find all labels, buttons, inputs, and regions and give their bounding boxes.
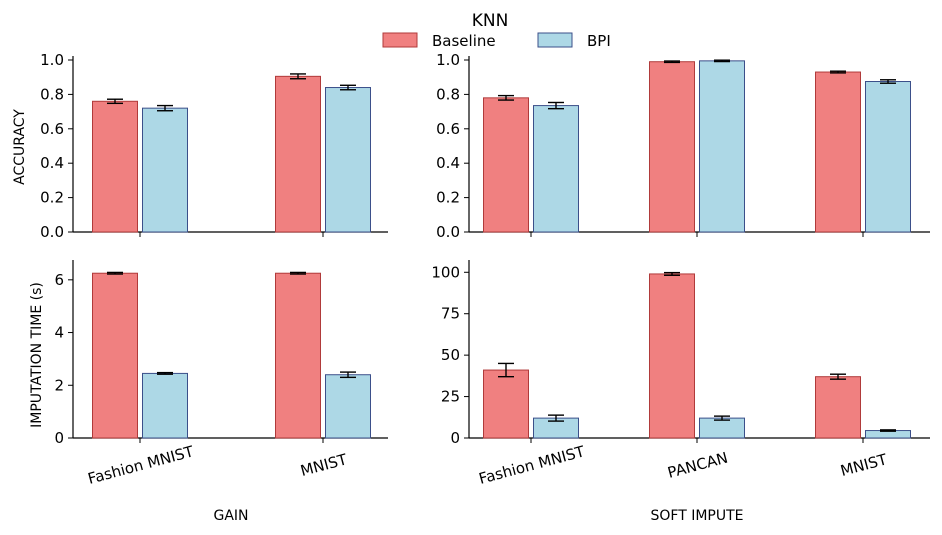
bar-baseline-fashion-mnist [92, 100, 138, 233]
bar-baseline-fashion-mnist [483, 97, 529, 233]
bar-bpi-mnist [325, 87, 371, 233]
y-tick-label: 0.6 [436, 120, 460, 138]
error-bar-baseline-mnist [830, 70, 846, 74]
bar-bpi-fashion-mnist [142, 107, 188, 233]
bar-baseline-fashion-mnist [483, 369, 529, 439]
y-tick-label: 4 [54, 324, 64, 342]
y-axis-label-imputation-time: IMPUTATION TIME (s) [29, 282, 45, 428]
panel-bottom-right: 0 25 50 75 100 Fashion MNIST PANCAN MNIST [431, 260, 930, 488]
error-bar-bpi-fashion-mnist [157, 371, 173, 375]
error-bar-bpi-pancan [714, 59, 730, 63]
bar-bpi-pancan [699, 60, 745, 233]
legend-swatch-bpi [537, 32, 573, 48]
y-tick-label: 25 [441, 388, 460, 406]
legend-label-bpi: BPI [587, 32, 611, 50]
chart-panels: 0.0 0.2 0.4 0.6 0.8 1.0 0.0 0.2 0.4 0.6 0.8 1.0 0 2 4 6… [40, 51, 930, 488]
bar-baseline-mnist [815, 376, 861, 439]
x-tick-label-mnist: MNIST [839, 450, 890, 480]
bar-baseline-pancan [649, 61, 695, 233]
error-bar-bpi-fashion-mnist [548, 101, 564, 110]
error-bar-baseline-mnist [290, 271, 306, 275]
error-bar-baseline-pancan [664, 60, 680, 64]
error-bar-baseline-mnist [290, 73, 306, 80]
bar-bpi-fashion-mnist [533, 105, 579, 233]
panel-top-left: 0.0 0.2 0.4 0.6 0.8 1.0 [40, 51, 388, 241]
error-bar-baseline-mnist [830, 373, 846, 380]
y-tick-label: 6 [54, 271, 64, 289]
bar-baseline-fashion-mnist [92, 272, 138, 439]
x-axis-label-soft-impute: SOFT IMPUTE [650, 508, 743, 524]
bar-bpi-fashion-mnist [142, 372, 188, 439]
legend-swatch-baseline [382, 32, 418, 48]
error-bar-bpi-fashion-mnist [548, 414, 564, 422]
y-tick-label: 0.8 [436, 85, 460, 103]
error-bar-bpi-mnist [880, 429, 896, 432]
chart-title: KNN [472, 11, 509, 31]
y-tick-label: 0.6 [40, 120, 64, 138]
y-tick-label: 100 [431, 263, 460, 281]
x-tick-label-mnist: MNIST [299, 450, 350, 480]
error-bar-bpi-pancan [714, 415, 730, 421]
y-tick-label: 50 [441, 346, 460, 364]
bar-baseline-mnist [275, 272, 321, 439]
bar-baseline-pancan [649, 273, 695, 439]
error-bar-bpi-mnist [880, 79, 896, 84]
y-tick-label: 0 [54, 429, 64, 447]
y-tick-label: 1.0 [40, 51, 64, 69]
error-bar-baseline-pancan [664, 271, 680, 276]
y-tick-label: 0.8 [40, 85, 64, 103]
y-tick-label: 75 [441, 305, 460, 323]
bar-bpi-pancan [699, 417, 745, 439]
y-tick-label: 0.0 [436, 223, 460, 241]
error-bar-bpi-fashion-mnist [157, 104, 173, 112]
panel-bottom-left: 0 2 4 6 Fashion MNIST MNIST [54, 260, 388, 488]
legend-label-baseline: Baseline [432, 32, 496, 50]
x-tick-label-pancan: PANCAN [666, 449, 730, 482]
y-axis-label-accuracy: ACCURACY [12, 109, 28, 185]
y-tick-label: 0.4 [436, 154, 460, 172]
error-bar-bpi-mnist [340, 371, 356, 379]
x-tick-label-fashion-mnist: Fashion MNIST [86, 442, 196, 488]
y-tick-label: 0.0 [40, 223, 64, 241]
legend: Baseline BPI [382, 32, 611, 50]
panel-top-right: 0.0 0.2 0.4 0.6 0.8 1.0 [436, 51, 930, 241]
bar-baseline-mnist [275, 75, 321, 233]
error-bar-baseline-fashion-mnist [498, 362, 514, 378]
y-tick-label: 1.0 [436, 51, 460, 69]
error-bar-bpi-mnist [340, 84, 356, 91]
x-axis-label-gain: GAIN [213, 508, 248, 524]
y-tick-label: 0.2 [436, 189, 460, 207]
error-bar-baseline-fashion-mnist [498, 94, 514, 101]
x-tick-label-fashion-mnist: Fashion MNIST [477, 442, 587, 488]
y-tick-label: 0.4 [40, 154, 64, 172]
y-tick-label: 2 [54, 376, 64, 394]
error-bar-baseline-fashion-mnist [107, 98, 123, 105]
bar-bpi-mnist [865, 81, 911, 233]
bar-bpi-mnist [325, 374, 371, 439]
error-bar-baseline-fashion-mnist [107, 271, 123, 275]
y-tick-label: 0 [450, 429, 460, 447]
y-tick-label: 0.2 [40, 189, 64, 207]
bar-baseline-mnist [815, 71, 861, 233]
